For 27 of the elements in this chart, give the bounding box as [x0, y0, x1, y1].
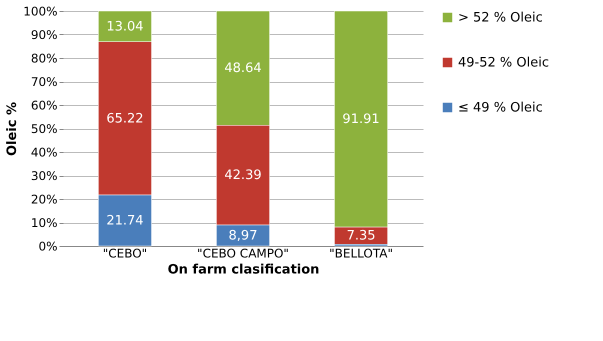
legend-label: > 52 % Oleic	[458, 10, 543, 26]
legend-label: ≤ 49 % Oleic	[458, 100, 543, 116]
data-label: 42.39	[224, 168, 262, 184]
data-label: 48.64	[224, 61, 262, 76]
data-label: 8,97	[228, 228, 258, 244]
data-label: 21.74	[106, 213, 144, 228]
y-tick-label: 100%	[23, 4, 58, 18]
data-label: 91.91	[342, 112, 380, 127]
y-tick-label: 50%	[30, 122, 58, 136]
y-axis-title: Oleic %	[5, 102, 20, 156]
y-tick-label: 0%	[38, 240, 58, 254]
y-tick-label: 60%	[30, 98, 58, 112]
x-tick-label: "CEBO"	[102, 246, 148, 260]
y-tick-label: 30%	[30, 169, 58, 183]
y-tick-label: 10%	[30, 216, 58, 230]
x-tick-label: "CEBO CAMPO"	[197, 246, 289, 260]
data-label: 13.04	[106, 19, 144, 34]
x-axis-title: On farm clasification	[168, 262, 320, 278]
y-tick-label: 70%	[30, 75, 58, 89]
y-tick-label: 90%	[30, 28, 58, 42]
y-tick-label: 80%	[30, 52, 58, 66]
y-tick-label: 40%	[30, 146, 58, 160]
legend-label: 49-52 % Oleic	[458, 56, 549, 70]
data-label: 7.35	[346, 228, 376, 244]
data-label: 65.22	[106, 111, 144, 126]
x-tick-label: "BELLOTA"	[329, 246, 393, 260]
y-tick-label: 20%	[30, 192, 58, 206]
